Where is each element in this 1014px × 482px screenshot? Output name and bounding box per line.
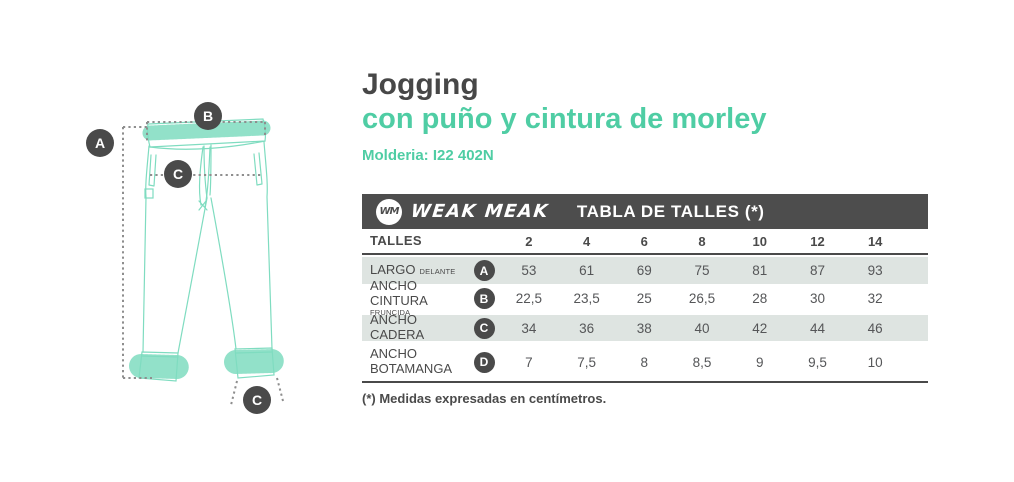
divider <box>362 253 928 255</box>
size-col-header: 12 <box>810 233 825 249</box>
value-cell: 36 <box>579 320 595 336</box>
table-row-largo: LARGO DELANTE A 53 61 69 75 81 87 93 <box>362 257 928 284</box>
value-cell: 87 <box>809 263 825 278</box>
value-cell: 93 <box>867 263 883 278</box>
units-footnote: (*) Medidas expresadas en centímetros. <box>362 391 607 406</box>
size-col-header: 14 <box>867 233 883 249</box>
weak-meak-logo-icon: WM <box>376 198 402 225</box>
row-sublabel: DELANTE <box>419 267 456 277</box>
value-cell: 44 <box>809 320 825 336</box>
value-cell: 10 <box>867 354 883 370</box>
table-row-cadera: ANCHO CADERA C 34 36 38 40 42 44 46 <box>362 312 928 342</box>
size-col-header: 6 <box>640 233 648 249</box>
title-block: Jogging con puño y cintura de morley Mol… <box>362 68 942 164</box>
value-cell: 34 <box>521 320 537 336</box>
page-title: Jogging <box>362 68 479 101</box>
value-cell: 8 <box>640 354 649 370</box>
measure-badge-d: D <box>473 351 495 373</box>
pants-measurement-diagram: A B C C <box>60 85 320 420</box>
value-cell: 75 <box>694 263 710 278</box>
row-label: ANCHO CINTURA FRUNCIDA <box>362 278 468 318</box>
size-col-header: 10 <box>752 233 767 249</box>
size-table: WM WEAK MEAK TABLA DE TALLES (*) TALLES … <box>362 194 928 383</box>
value-cell: 25 <box>636 291 652 306</box>
table-row-botamanga: ANCHO BOTAMANGA D 7 7,5 8 8,5 9 9,5 10 <box>362 343 928 381</box>
row-label: ANCHO BOTAMANGA <box>370 346 453 376</box>
value-cell: 7 <box>525 354 533 370</box>
molderia-code: Molderia: I22 402N <box>362 147 494 165</box>
value-cell: 30 <box>809 291 825 306</box>
waist-badge: B <box>194 102 222 130</box>
measure-badge-c: C <box>473 317 495 339</box>
value-cell: 32 <box>867 291 883 306</box>
value-cell: 26,5 <box>688 291 716 306</box>
value-cell: 9,5 <box>808 354 827 370</box>
table-header-bar: WM WEAK MEAK TABLA DE TALLES (*) <box>362 194 928 229</box>
hip-badge: C <box>164 160 192 188</box>
jogging-pants-drawing <box>122 118 285 406</box>
row-label: ANCHO CADERA <box>370 312 425 342</box>
row-sublabel: FRUNCIDA <box>370 308 411 318</box>
value-cell: 9 <box>755 354 764 370</box>
row-label: LARGO DELANTE <box>370 262 456 278</box>
value-cell: 8,5 <box>692 354 712 370</box>
measure-badge-a: A <box>473 260 495 281</box>
value-cell: 69 <box>636 263 652 278</box>
size-col-header: 2 <box>525 233 533 249</box>
table-title: TABLA DE TALLES (*) <box>576 201 765 221</box>
value-cell: 28 <box>752 291 768 306</box>
value-cell: 61 <box>579 263 595 278</box>
brand-name: WEAK MEAK <box>409 201 550 222</box>
value-cell: 7,5 <box>577 354 596 370</box>
value-cell: 46 <box>867 320 883 336</box>
measure-badge-b: B <box>473 288 495 309</box>
value-cell: 42 <box>752 320 768 336</box>
cuff-badge: C <box>243 386 271 414</box>
value-cell: 53 <box>521 263 537 278</box>
size-col-header: 4 <box>582 233 591 249</box>
length-badge: A <box>86 129 114 157</box>
value-cell: 40 <box>694 320 710 336</box>
value-cell: 22,5 <box>515 291 542 306</box>
table-row-cintura: ANCHO CINTURA FRUNCIDA B 22,5 23,5 25 26… <box>362 278 928 317</box>
value-cell: 81 <box>752 263 768 278</box>
size-header-row: TALLES 2 4 6 8 10 12 14 <box>362 229 928 253</box>
sizes-label: TALLES <box>370 232 422 248</box>
measure-line-cuff <box>230 380 238 406</box>
product-subtitle: con puño y cintura de morley <box>362 103 767 135</box>
size-col-header: 8 <box>698 233 706 249</box>
divider <box>362 381 928 383</box>
value-cell: 38 <box>636 320 652 336</box>
value-cell: 23,5 <box>573 291 600 306</box>
